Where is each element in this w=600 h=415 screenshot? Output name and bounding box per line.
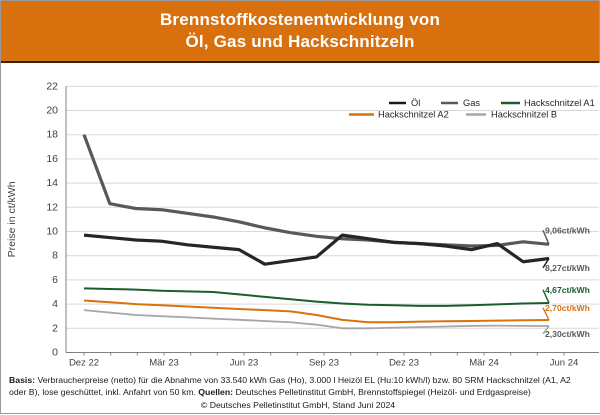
svg-text:Sep 23: Sep 23 [309, 358, 339, 369]
svg-text:Jun 23: Jun 23 [230, 358, 259, 369]
svg-text:4,67ct/kWh: 4,67ct/kWh [545, 285, 590, 295]
svg-text:22: 22 [46, 80, 58, 92]
svg-text:Gas: Gas [463, 98, 480, 108]
svg-text:Öl: Öl [411, 98, 420, 108]
svg-text:2,70ct/kWh: 2,70ct/kWh [545, 303, 590, 313]
svg-text:Dez 23: Dez 23 [389, 358, 419, 369]
svg-text:9,06ct/kWh: 9,06ct/kWh [545, 226, 590, 236]
svg-text:6: 6 [52, 274, 58, 286]
svg-text:12: 12 [46, 201, 58, 213]
svg-text:Mär 24: Mär 24 [469, 358, 499, 369]
svg-text:8,27ct/kWh: 8,27ct/kWh [545, 263, 590, 273]
svg-text:2: 2 [52, 322, 58, 334]
svg-text:18: 18 [46, 129, 58, 141]
svg-text:Preise in ct/kWh: Preise in ct/kWh [6, 181, 18, 257]
svg-text:8: 8 [52, 250, 58, 262]
svg-text:Dez 22: Dez 22 [69, 358, 99, 369]
svg-text:20: 20 [46, 105, 58, 117]
svg-text:Mär 23: Mär 23 [149, 358, 179, 369]
svg-text:4: 4 [52, 298, 58, 310]
svg-text:2,30ct/kWh: 2,30ct/kWh [545, 329, 590, 339]
svg-text:Jun 24: Jun 24 [550, 358, 579, 369]
svg-text:Hackschnitzel A1: Hackschnitzel A1 [524, 98, 595, 108]
svg-text:0: 0 [52, 347, 58, 359]
svg-text:14: 14 [46, 177, 58, 189]
svg-text:16: 16 [46, 153, 58, 165]
svg-text:Hackschnitzel A2: Hackschnitzel A2 [378, 110, 449, 120]
svg-text:10: 10 [46, 226, 58, 238]
svg-text:Hackschnitzel B: Hackschnitzel B [491, 110, 557, 120]
